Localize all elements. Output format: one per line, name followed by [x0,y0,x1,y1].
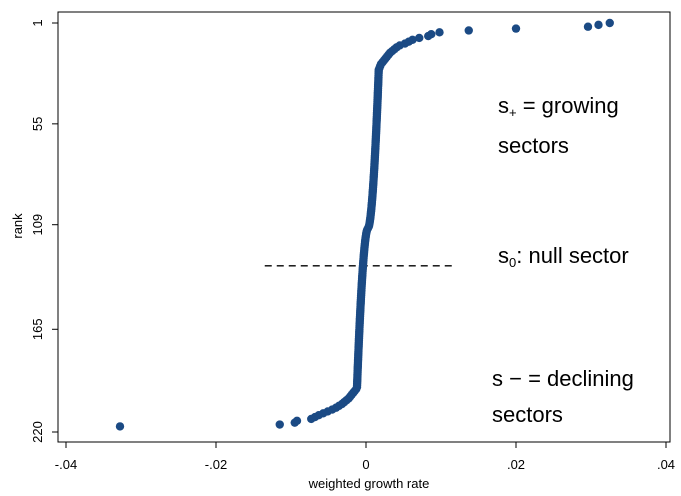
data-point [115,422,125,431]
data-points [115,18,614,431]
data-point [464,26,473,35]
y-tick-label: 109 [30,214,45,236]
x-tick-label: -.04 [55,457,77,472]
data-point [605,18,614,28]
data-point [511,24,521,33]
plot-frame [57,11,671,443]
data-point [583,22,593,31]
x-tick-label: .04 [657,457,675,472]
annotation-declining-line2: sectors [492,402,563,427]
data-point [290,418,299,427]
data-point [352,382,362,392]
annotation-growing-line2: sectors [498,133,569,158]
x-axis-title: weighted growth rate [308,476,430,491]
x-tick-label: .02 [507,457,525,472]
annotation-growing-line1: s+ = growing [498,93,619,120]
data-point [594,20,603,30]
x-tick-label: -.02 [205,457,227,472]
x-axis: -.04 -.02 0 .02 .04 [55,442,675,472]
y-tick-label: 55 [30,117,45,131]
y-axis-title: rank [10,213,25,239]
y-axis: 1 55 109 165 220 [30,19,58,443]
y-tick-label: 220 [30,421,45,443]
data-point [307,414,316,424]
x-tick-label: 0 [362,457,369,472]
annotation-null: s0: null sector [498,243,629,270]
annotation-declining-line1: s − = declining [492,366,634,391]
y-tick-label: 1 [30,19,45,26]
data-point [275,420,284,429]
data-point [415,33,424,43]
data-point [435,28,444,37]
y-tick-label: 165 [30,318,45,340]
data-point [424,31,433,41]
